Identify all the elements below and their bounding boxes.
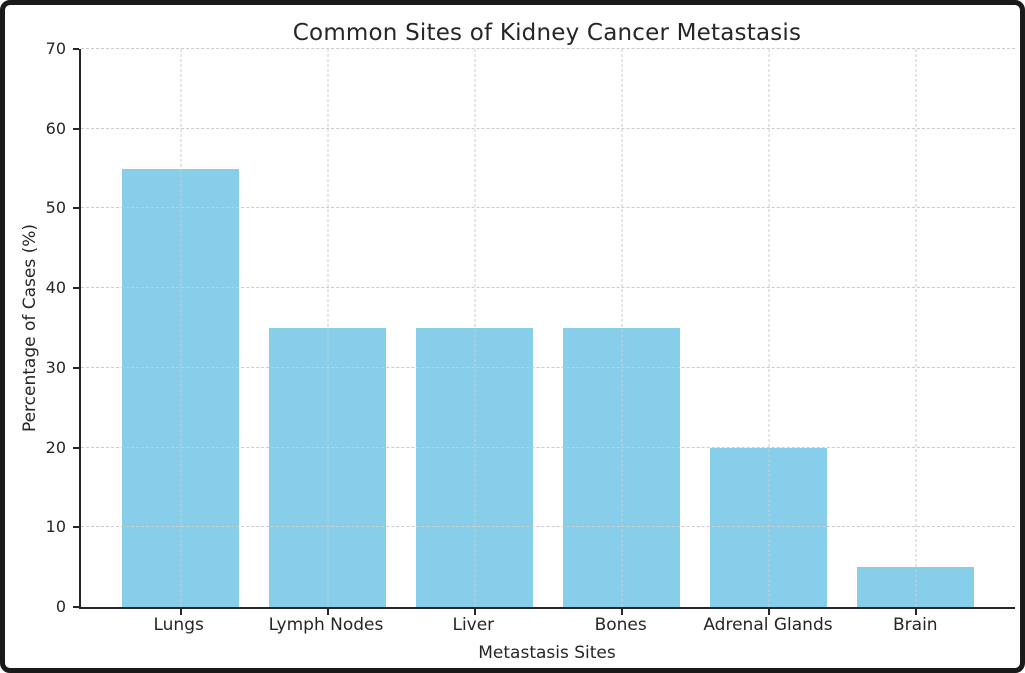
x-tick-label: Liver bbox=[452, 615, 495, 635]
x-tick-label: Lymph Nodes bbox=[268, 615, 384, 635]
y-tick-label: 70 bbox=[45, 39, 66, 58]
bar-slot bbox=[107, 49, 254, 615]
chart-title: Common Sites of Kidney Cancer Metastasis bbox=[292, 20, 802, 46]
bar-bones bbox=[562, 328, 681, 607]
x-axis-title: Metastasis Sites bbox=[478, 643, 616, 663]
x-tick-mark bbox=[179, 609, 182, 615]
y-tick-label: 10 bbox=[45, 517, 66, 537]
bar-slot bbox=[548, 49, 695, 615]
x-tick-mark bbox=[620, 609, 623, 615]
bar-liver bbox=[415, 328, 534, 607]
x-tick-mark bbox=[473, 609, 476, 615]
y-tick-label: 50 bbox=[45, 198, 66, 218]
y-tick-mark bbox=[73, 446, 79, 449]
bar-slot bbox=[842, 49, 989, 615]
bar-slot bbox=[695, 49, 842, 615]
y-axis: 0 10 20 30 40 50 60 70 bbox=[5, 41, 79, 615]
bar-slot bbox=[401, 49, 548, 615]
y-tick-mark bbox=[73, 526, 79, 529]
bar-lymph-nodes bbox=[268, 328, 387, 607]
y-tick-label: 30 bbox=[45, 357, 66, 377]
y-tick-mark bbox=[73, 127, 79, 130]
x-tick-mark bbox=[767, 609, 770, 615]
x-tick-label: Adrenal Glands bbox=[703, 615, 833, 635]
x-tick-label: Bones bbox=[594, 615, 647, 635]
y-tick-mark bbox=[73, 48, 79, 50]
x-tick-mark bbox=[914, 609, 917, 615]
y-tick-mark bbox=[73, 606, 79, 608]
y-tick-mark bbox=[73, 287, 79, 290]
y-tick-label: 0 bbox=[55, 597, 66, 616]
y-tick-mark bbox=[73, 366, 79, 369]
v-gridline bbox=[915, 49, 916, 607]
y-tick-mark bbox=[73, 207, 79, 210]
x-axis-labels: Lungs Lymph Nodes Liver Bones Adrenal Glands… bbox=[79, 615, 1015, 635]
bar-slot bbox=[254, 49, 401, 615]
bar-brain bbox=[856, 567, 975, 607]
y-tick-label: 60 bbox=[45, 118, 66, 138]
plot-area bbox=[79, 48, 1015, 615]
x-tick-mark bbox=[326, 609, 329, 615]
bars-layer bbox=[81, 49, 1015, 615]
x-tick-label: Lungs bbox=[153, 615, 204, 635]
y-tick-label: 40 bbox=[45, 278, 66, 298]
y-tick-label: 20 bbox=[45, 437, 66, 457]
x-tick-label: Brain bbox=[893, 615, 938, 635]
bar-lungs bbox=[121, 168, 240, 607]
bar-adrenal-glands bbox=[709, 447, 828, 607]
